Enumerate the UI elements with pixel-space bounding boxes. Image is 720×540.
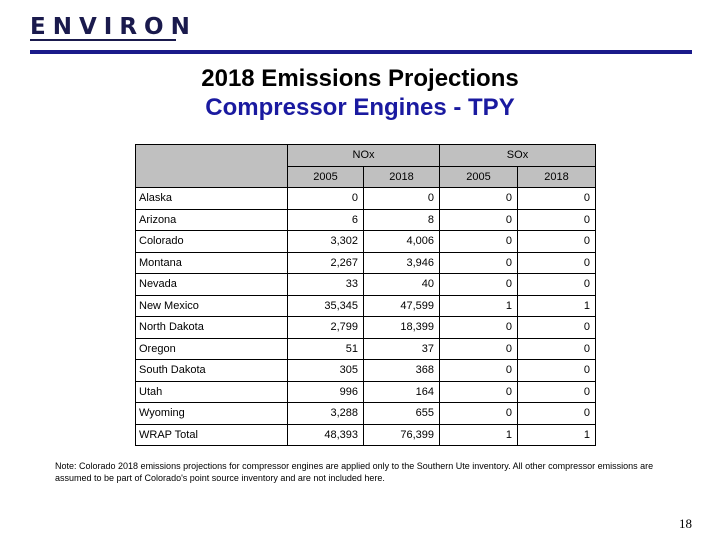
value-cell: 3,288	[287, 402, 364, 425]
value-cell: 1	[439, 423, 518, 446]
value-cell: 37	[363, 337, 440, 360]
value-cell: 0	[439, 208, 518, 231]
page-number: 18	[679, 516, 692, 531]
row-label: Colorado	[135, 230, 288, 253]
value-cell: 0	[517, 208, 596, 231]
header-year-nox-2018: 2018	[363, 165, 440, 188]
value-cell: 76,399	[363, 423, 440, 446]
value-cell: 0	[439, 187, 518, 210]
value-cell: 368	[363, 359, 440, 382]
value-cell: 655	[363, 402, 440, 425]
emissions-table-container: NOx SOx 2005 2018 2005 2018 Alaska 0 0 0 0 Ar…	[135, 144, 596, 446]
value-cell: 51	[287, 337, 364, 360]
value-cell: 40	[363, 273, 440, 296]
value-cell: 6	[287, 208, 364, 231]
value-cell: 48,393	[287, 423, 364, 446]
environ-logo: ENVIRON	[30, 14, 197, 40]
value-cell: 0	[517, 230, 596, 253]
value-cell: 0	[517, 187, 596, 210]
value-cell: 35,345	[287, 294, 364, 317]
table-row: North Dakota 2,799 18,399 0 0	[135, 316, 596, 339]
value-cell: 3,302	[287, 230, 364, 253]
header-corner-cell	[135, 144, 288, 188]
value-cell: 2,267	[287, 251, 364, 274]
value-cell: 3,946	[363, 251, 440, 274]
value-cell: 18,399	[363, 316, 440, 339]
table-row: Nevada 33 40 0 0	[135, 273, 596, 296]
value-cell: 0	[517, 337, 596, 360]
header-row-groups: NOx SOx	[135, 144, 596, 188]
value-cell: 0	[439, 402, 518, 425]
row-label: Nevada	[135, 273, 288, 296]
table-row: Alaska 0 0 0 0	[135, 187, 596, 210]
value-cell: 0	[517, 251, 596, 274]
value-cell: 0	[517, 316, 596, 339]
header-year-sox-2005: 2005	[439, 165, 518, 188]
value-cell: 0	[517, 402, 596, 425]
header-row-years: 2005 2018 2005 2018	[136, 165, 596, 188]
value-cell: 0	[287, 187, 364, 210]
row-label: Alaska	[135, 187, 288, 210]
value-cell: 2,799	[287, 316, 364, 339]
row-label: Montana	[135, 251, 288, 274]
footnote: Note: Colorado 2018 emissions projection…	[55, 461, 654, 483]
value-cell: 0	[439, 230, 518, 253]
value-cell: 0	[439, 380, 518, 403]
value-cell: 47,599	[363, 294, 440, 317]
table-row: Oregon 51 37 0 0	[135, 337, 596, 360]
value-cell: 0	[517, 273, 596, 296]
value-cell: 0	[439, 273, 518, 296]
row-label: Wyoming	[135, 402, 288, 425]
emissions-table: NOx SOx 2005 2018 2005 2018 Alaska 0 0 0 0 Ar…	[135, 144, 596, 446]
slide-title: 2018 Emissions Projections	[201, 65, 519, 92]
row-label: WRAP Total	[135, 423, 288, 446]
header-year-nox-2005: 2005	[287, 165, 364, 188]
row-label: Oregon	[135, 337, 288, 360]
header-year-sox-2018: 2018	[517, 165, 596, 188]
value-cell: 1	[439, 294, 518, 317]
logo-underline	[30, 39, 176, 41]
table-row: Montana 2,267 3,946 0 0	[135, 251, 596, 274]
row-label: South Dakota	[135, 359, 288, 382]
header-divider	[30, 50, 692, 54]
value-cell: 0	[363, 187, 440, 210]
row-label: Utah	[135, 380, 288, 403]
value-cell: 0	[439, 251, 518, 274]
header-sox: SOx	[439, 144, 596, 167]
value-cell: 0	[439, 316, 518, 339]
slide-subtitle: Compressor Engines - TPY	[205, 94, 515, 121]
header-nox: NOx	[287, 144, 440, 167]
row-label: Arizona	[135, 208, 288, 231]
table-row: Wyoming 3,288 655 0 0	[135, 402, 596, 425]
value-cell: 996	[287, 380, 364, 403]
table-row: New Mexico 35,345 47,599 1 1	[135, 294, 596, 317]
value-cell: 0	[439, 359, 518, 382]
table-row: Arizona 6 8 0 0	[135, 208, 596, 231]
value-cell: 164	[363, 380, 440, 403]
table-row: WRAP Total 48,393 76,399 1 1	[135, 423, 596, 446]
value-cell: 4,006	[363, 230, 440, 253]
emissions-table-body: NOx SOx 2005 2018 2005 2018 Alaska 0 0 0 0 Ar…	[135, 144, 596, 446]
value-cell: 0	[517, 380, 596, 403]
row-label: North Dakota	[135, 316, 288, 339]
value-cell: 305	[287, 359, 364, 382]
table-row: Colorado 3,302 4,006 0 0	[135, 230, 596, 253]
table-row: Utah 996 164 0 0	[135, 380, 596, 403]
value-cell: 0	[439, 337, 518, 360]
value-cell: 0	[517, 359, 596, 382]
value-cell: 1	[517, 423, 596, 446]
value-cell: 8	[363, 208, 440, 231]
value-cell: 1	[517, 294, 596, 317]
row-label: New Mexico	[135, 294, 288, 317]
table-row: South Dakota 305 368 0 0	[135, 359, 596, 382]
value-cell: 33	[287, 273, 364, 296]
